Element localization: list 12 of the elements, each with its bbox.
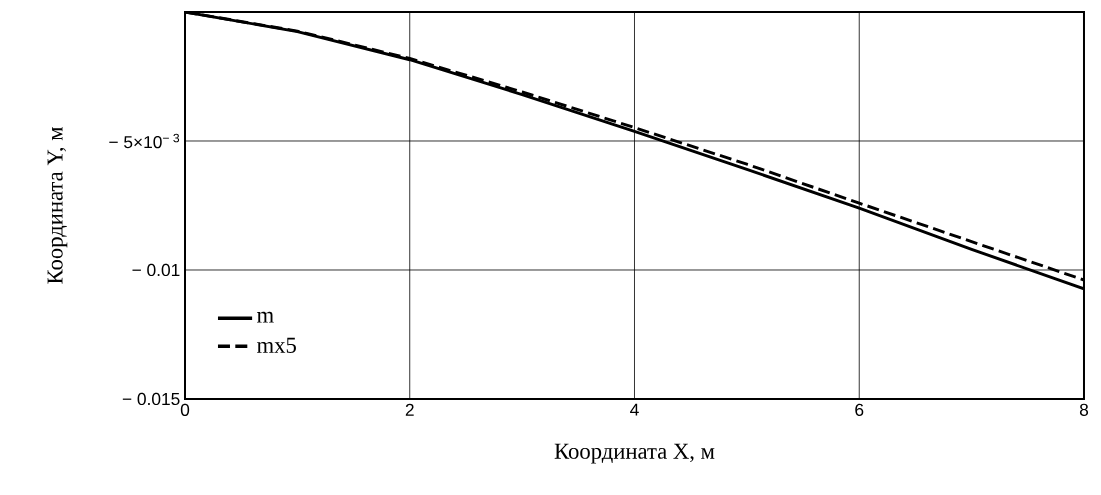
x-tick-label: 4: [630, 403, 639, 416]
legend-label: mx5: [257, 337, 296, 353]
x-tick-label: 0: [180, 403, 190, 416]
x-tick-label: 2: [405, 403, 414, 416]
y-tick-label: − 5×10$^{− 3}$: [109, 133, 180, 149]
legend-label: m: [257, 311, 274, 323]
y-tick-label: − 0.015: [122, 392, 180, 406]
x-axis-title: Координата X, м: [554, 443, 715, 464]
y-tick-label: − 0.01: [132, 263, 180, 277]
x-tick-label: 8: [1079, 403, 1089, 416]
x-tick-label: 6: [855, 403, 864, 416]
y-axis-title: Координата Y, м: [47, 127, 68, 284]
